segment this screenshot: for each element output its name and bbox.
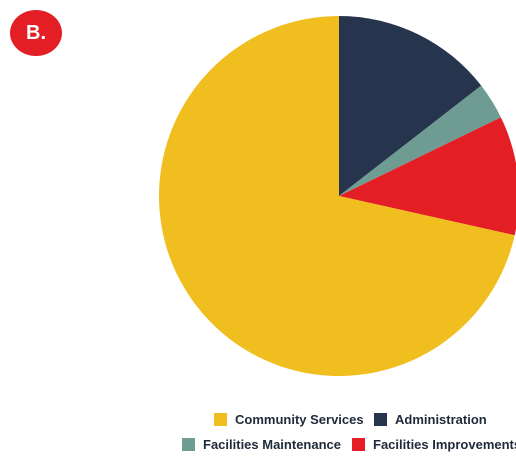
pie-slice-community-services <box>159 16 515 377</box>
legend-item-facilities-maintenance: Facilities Maintenance <box>182 437 341 452</box>
pie-slice-facilities-improvements <box>339 117 516 236</box>
legend-label-facilities-maintenance: Facilities Maintenance <box>203 437 341 452</box>
legend-label-community-services: Community Services <box>235 412 364 427</box>
legend-item-community-services: Community Services <box>214 412 364 427</box>
legend-swatch-facilities-improvements <box>352 438 365 451</box>
pie-slice-facilities-maintenance <box>339 85 501 196</box>
legend-swatch-administration <box>374 413 387 426</box>
pie-slice-administration <box>339 16 482 196</box>
legend-label-administration: Administration <box>395 412 487 427</box>
section-badge: B. <box>10 10 62 56</box>
legend-item-facilities-improvements: Facilities Improvements <box>352 437 516 452</box>
legend-label-facilities-improvements: Facilities Improvements <box>373 437 516 452</box>
legend-item-administration: Administration <box>374 412 487 427</box>
legend-swatch-facilities-maintenance <box>182 438 195 451</box>
legend-swatch-community-services <box>214 413 227 426</box>
